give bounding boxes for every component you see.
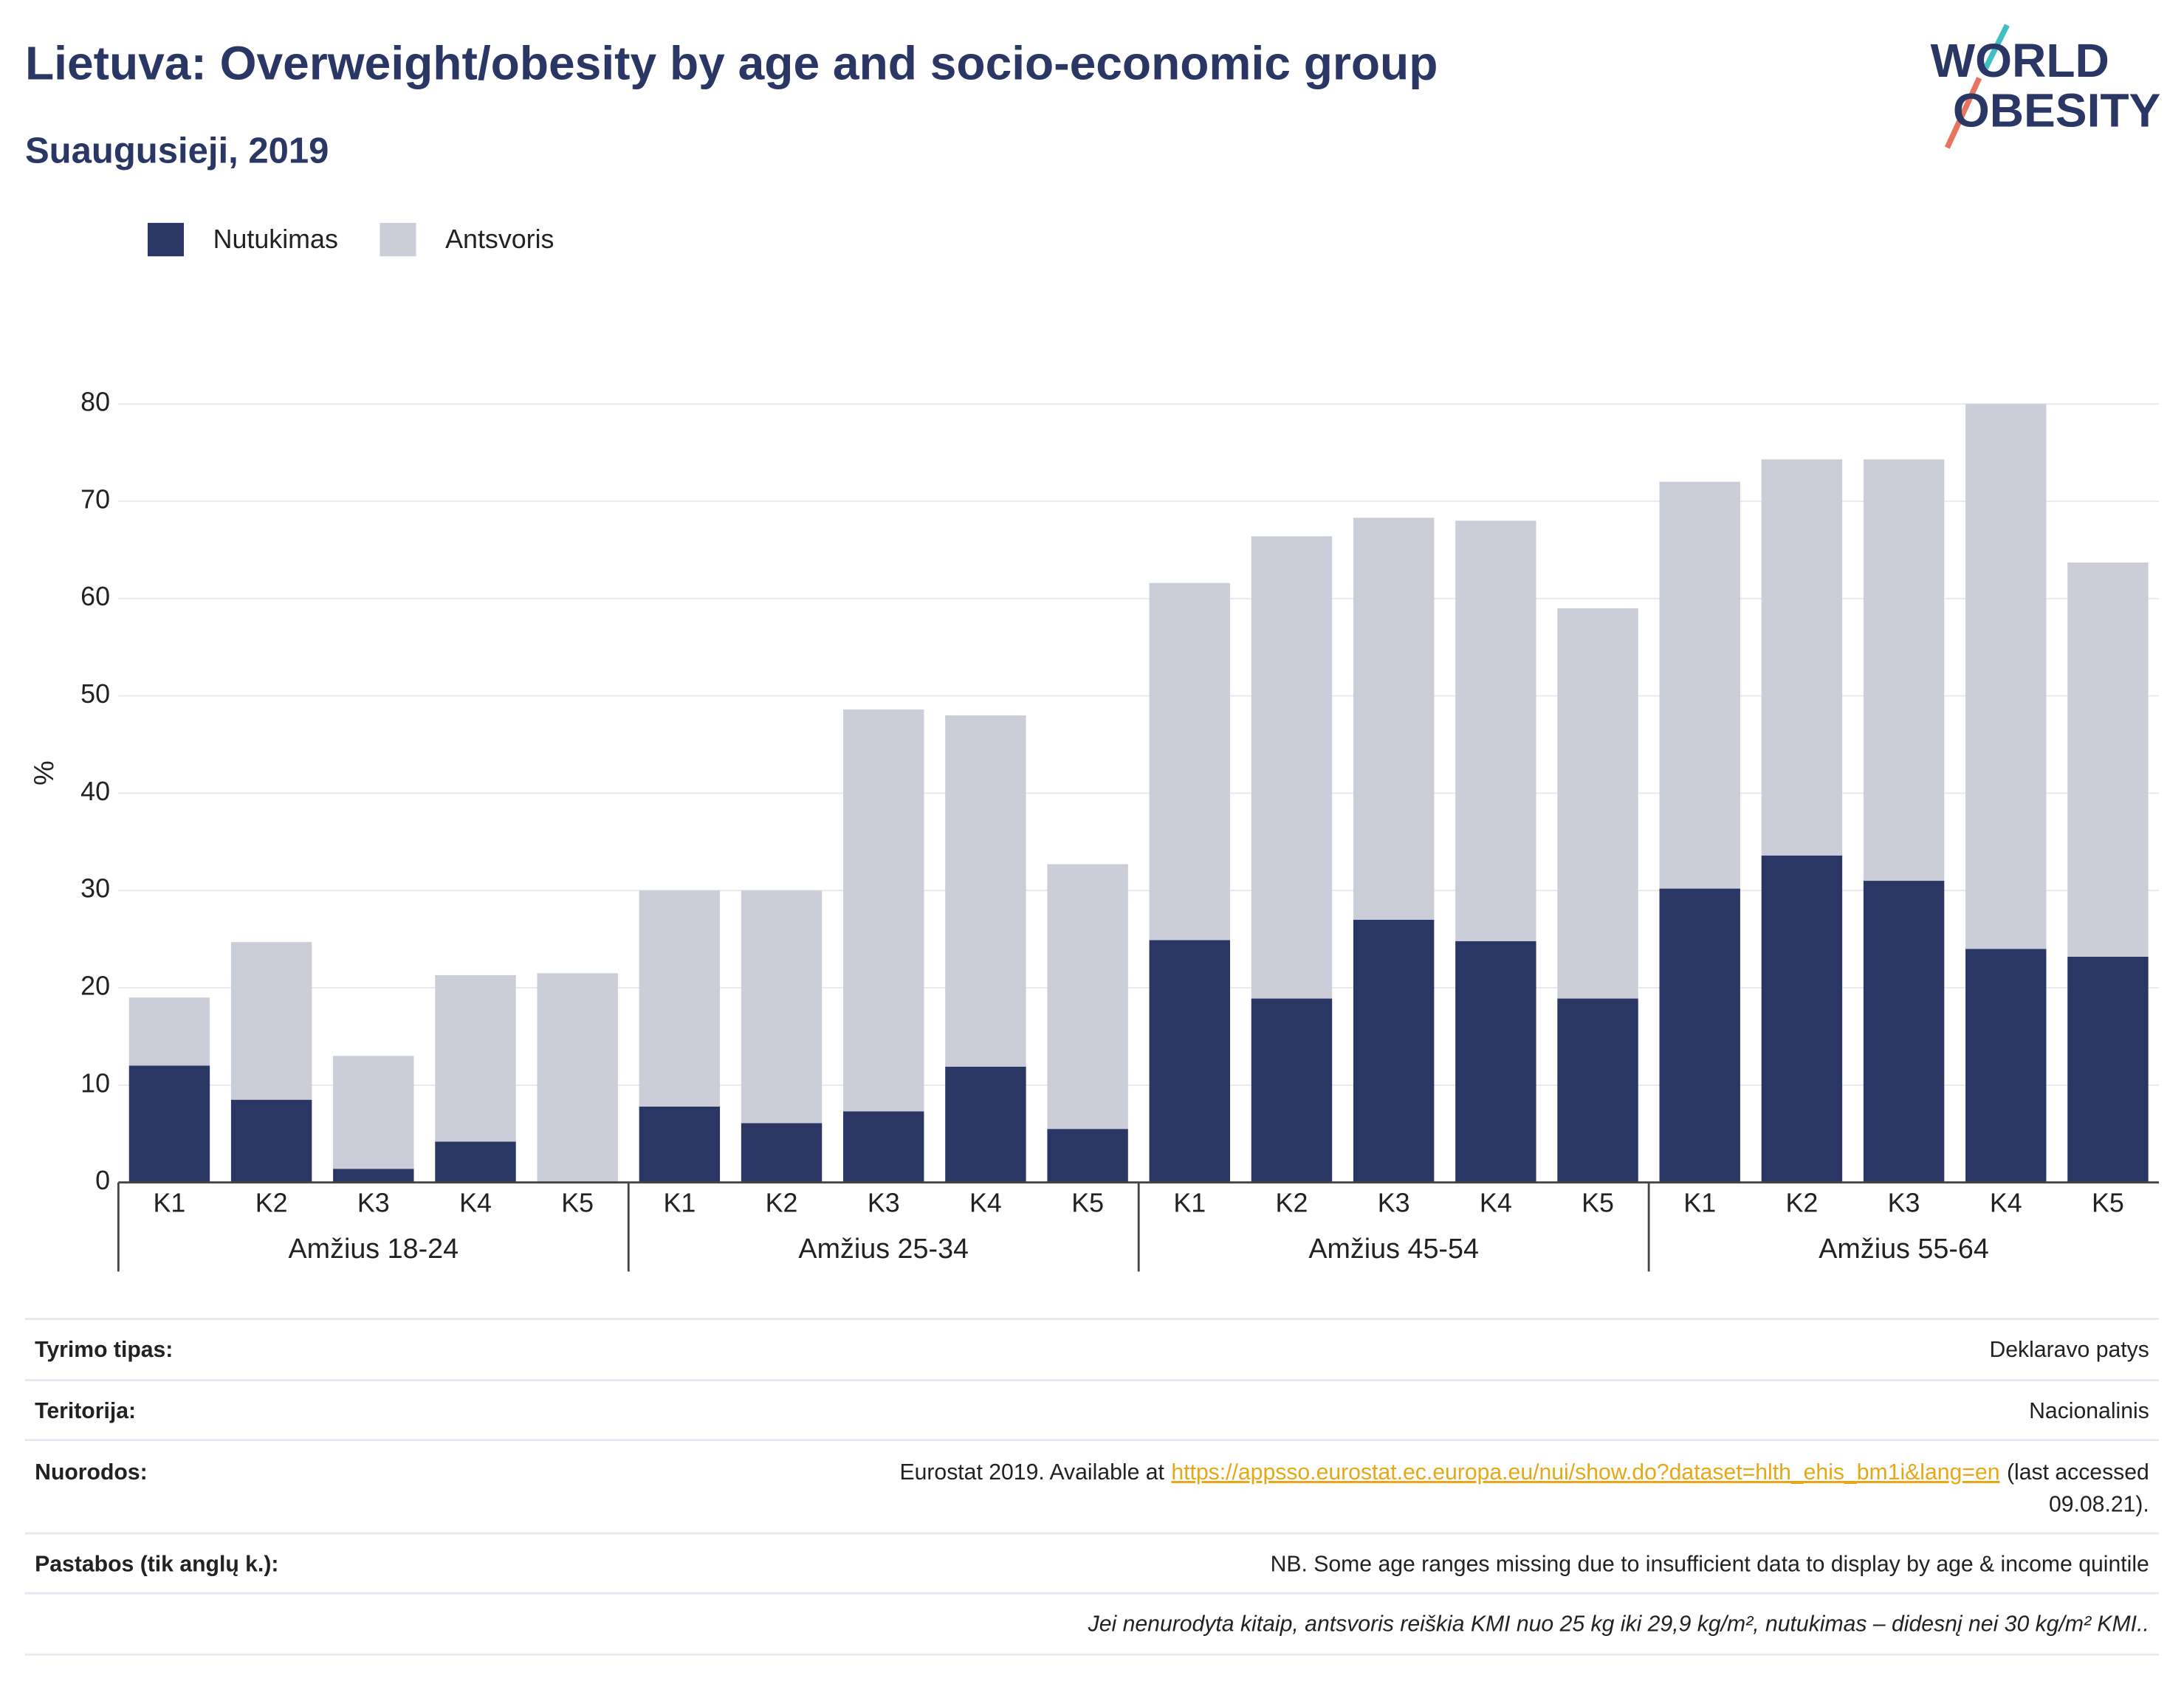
bar-segment xyxy=(1761,459,1843,856)
row-label: Tyrimo tipas: xyxy=(35,1338,173,1362)
bar-segment xyxy=(843,709,924,1112)
table-note: Jei nenurodyta kitaip, antsvoris reiškia… xyxy=(1088,1612,2149,1637)
x-tick-label: K2 xyxy=(766,1188,798,1217)
bar-segment xyxy=(639,890,721,1107)
x-tick-label: K4 xyxy=(969,1188,1002,1217)
bar-segment xyxy=(333,1169,414,1183)
x-tick-label: K4 xyxy=(459,1188,492,1217)
chart-subtitle: Suaugusieji, 2019 xyxy=(25,131,329,171)
row-label: Teritorija: xyxy=(35,1399,136,1423)
y-tick-label: 80 xyxy=(80,388,110,417)
bar-segment xyxy=(435,974,516,1142)
chart-title: Lietuva: Overweight/obesity by age and s… xyxy=(25,37,1438,90)
bar-segment xyxy=(1761,855,1843,1183)
group-label: Amžius 18-24 xyxy=(289,1233,459,1264)
x-tick-label: K3 xyxy=(1378,1188,1410,1217)
bar-segment xyxy=(1149,582,1230,941)
row-label: Nuorodos: xyxy=(35,1460,148,1485)
y-tick-label: 50 xyxy=(80,679,110,709)
bar-segment xyxy=(1863,459,1945,881)
bar-segment xyxy=(333,1056,414,1169)
x-tick-label: K2 xyxy=(255,1188,288,1217)
bar-segment xyxy=(128,1065,210,1183)
x-tick-label: K3 xyxy=(868,1188,900,1217)
row-value: NB. Some age ranges missing due to insuf… xyxy=(1271,1552,2149,1576)
citation-link[interactable]: https://appsso.eurostat.ec.europa.eu/nui… xyxy=(1171,1460,1999,1485)
logo-text: OBESITY xyxy=(1953,84,2160,137)
logo-text: WORLD xyxy=(1931,34,2109,87)
y-axis-label: % xyxy=(28,760,59,785)
x-tick-label: K1 xyxy=(1683,1188,1716,1217)
legend-label: Antsvoris xyxy=(445,224,554,254)
y-tick-label: 10 xyxy=(80,1068,110,1098)
group-label: Amžius 45-54 xyxy=(1308,1233,1479,1264)
bar-segment xyxy=(1353,919,1435,1183)
x-tick-label: K5 xyxy=(561,1188,594,1217)
row-value: Deklaravo patys xyxy=(1989,1338,2149,1362)
y-tick-label: 20 xyxy=(80,972,110,1001)
bar-segment xyxy=(1965,404,2047,949)
bar-segment xyxy=(1047,1129,1128,1183)
x-tick-label: K3 xyxy=(1888,1188,1920,1217)
bar-segment xyxy=(1965,949,2047,1183)
y-tick-label: 30 xyxy=(80,874,110,904)
bar-segment xyxy=(741,1123,823,1183)
legend-swatch xyxy=(147,222,185,257)
bar-segment xyxy=(1251,536,1333,999)
bar-segment xyxy=(1557,608,1638,999)
bar-segment xyxy=(843,1111,924,1183)
y-tick-label: 60 xyxy=(80,582,110,611)
bar-segment xyxy=(1863,881,1945,1183)
bar-segment xyxy=(230,1099,312,1183)
bar-segment xyxy=(1149,940,1230,1183)
x-tick-label: K3 xyxy=(357,1188,390,1217)
bar-segment xyxy=(1251,998,1333,1183)
bar-segment xyxy=(2067,563,2149,957)
x-tick-label: K5 xyxy=(2092,1188,2124,1217)
bar-segment xyxy=(1455,520,1536,941)
row-value: 09.08.21). xyxy=(2049,1492,2149,1516)
x-tick-label: K5 xyxy=(1582,1188,1614,1217)
logo-slash xyxy=(1982,24,2010,72)
bar-segment xyxy=(230,942,312,1100)
bar-segment xyxy=(2067,956,2149,1183)
bar-segment xyxy=(537,973,618,1183)
bar-segment xyxy=(1557,998,1638,1183)
row-label: Pastabos (tik anglų k.): xyxy=(35,1552,278,1576)
bar-segment xyxy=(945,1066,1026,1183)
bar-segment xyxy=(741,890,823,1124)
x-tick-label: K1 xyxy=(1173,1188,1206,1217)
group-label: Amžius 25-34 xyxy=(798,1233,969,1264)
x-tick-label: K1 xyxy=(154,1188,186,1217)
y-tick-label: 40 xyxy=(80,777,110,806)
x-tick-label: K2 xyxy=(1785,1188,1818,1217)
bar-segment xyxy=(1455,941,1536,1183)
citation-text: (last accessed xyxy=(2007,1460,2149,1485)
bar-segment xyxy=(128,997,210,1066)
bar-segment xyxy=(1353,518,1435,920)
x-tick-label: K5 xyxy=(1071,1188,1104,1217)
x-tick-label: K4 xyxy=(1480,1188,1512,1217)
citation-text: Eurostat 2019. Available at xyxy=(899,1460,1164,1485)
logo-slash xyxy=(1944,77,1982,149)
bar-segment xyxy=(1659,888,1740,1183)
bar-segment xyxy=(945,715,1026,1067)
bar-segment xyxy=(1047,864,1128,1130)
row-value: Eurostat 2019. Available at https://appss… xyxy=(899,1460,2149,1485)
y-tick-label: 0 xyxy=(95,1166,110,1195)
group-label: Amžius 55-64 xyxy=(1819,1233,1989,1264)
legend-swatch xyxy=(380,222,416,257)
x-tick-label: K4 xyxy=(1990,1188,2022,1217)
bar-segment xyxy=(1659,481,1740,889)
bar-segment xyxy=(435,1141,516,1183)
bar-segment xyxy=(639,1106,721,1183)
y-tick-label: 70 xyxy=(80,484,110,514)
x-tick-label: K1 xyxy=(663,1188,696,1217)
x-tick-label: K2 xyxy=(1276,1188,1308,1217)
legend-label: Nutukimas xyxy=(213,224,338,254)
row-value: Nacionalinis xyxy=(2029,1399,2149,1423)
